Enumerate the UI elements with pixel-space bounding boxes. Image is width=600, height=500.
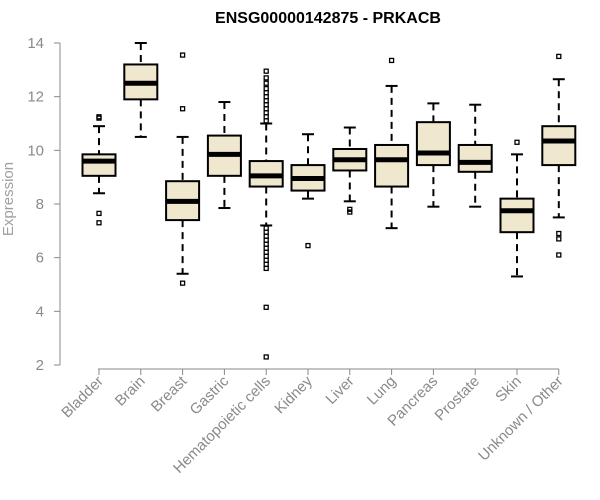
y-tick-label: 4 (36, 303, 44, 320)
iqr-box (81, 153, 117, 177)
box-unknown-other (541, 53, 577, 258)
iqr-box (457, 143, 493, 173)
box-kidney (290, 133, 326, 249)
y-tick-label: 6 (36, 250, 44, 267)
outlier-point (263, 225, 269, 231)
y-tick-label: 12 (27, 89, 44, 106)
y-tick-label: 14 (27, 35, 44, 52)
outlier-point (96, 114, 102, 120)
box-gastric (206, 101, 242, 210)
outlier-point (514, 139, 520, 145)
category-label: Lung (364, 373, 400, 409)
outlier-point (556, 252, 562, 258)
boxes-group (81, 42, 577, 360)
category-label: Breast (148, 372, 191, 415)
y-tick-label: 8 (36, 196, 44, 213)
outlier-point (305, 242, 311, 249)
iqr-box (541, 125, 577, 167)
outlier-point (96, 210, 102, 217)
category-label: Skin (492, 373, 525, 406)
iqr-box (415, 121, 451, 167)
box-prostate (457, 103, 493, 208)
y-tick-label: 2 (36, 357, 44, 374)
y-tick-label: 10 (27, 142, 44, 159)
box-brain (123, 42, 159, 138)
category-label: Brain (112, 373, 149, 410)
outlier-point (556, 230, 562, 237)
outlier-point (263, 68, 269, 74)
box-skin (499, 139, 535, 278)
box-breast (165, 52, 201, 286)
outlier-point (179, 106, 186, 112)
box-lung (374, 57, 410, 230)
box-liver (332, 126, 368, 215)
outlier-point (556, 236, 562, 242)
outlier-point (263, 354, 269, 360)
outlier-point (347, 209, 353, 215)
outlier-point (556, 53, 562, 60)
category-label: Prostate (431, 373, 483, 425)
outlier-point (388, 57, 395, 64)
outlier-point (263, 75, 269, 81)
x-ticks (98, 369, 560, 375)
outlier-point (263, 80, 269, 86)
iqr-box (499, 197, 535, 234)
category-label: Liver (323, 373, 358, 408)
iqr-box (374, 143, 410, 188)
outlier-point (179, 52, 186, 58)
outlier-point (347, 206, 353, 213)
box-hematopoietic-cells (248, 68, 284, 360)
y-ticks: 2 4 6 8 10 12 14 (27, 35, 60, 374)
box-pancreas (415, 102, 451, 208)
outlier-point (96, 220, 102, 226)
outlier-point (263, 304, 269, 310)
outlier-point (179, 280, 186, 286)
outlier-point (263, 85, 269, 92)
category-label: Bladder (58, 373, 107, 422)
category-label: Kidney (271, 372, 316, 417)
box-bladder (81, 114, 117, 226)
chart-title: ENSG00000142875 - PRKACB (215, 10, 441, 27)
y-axis-title: Expression (0, 162, 17, 236)
